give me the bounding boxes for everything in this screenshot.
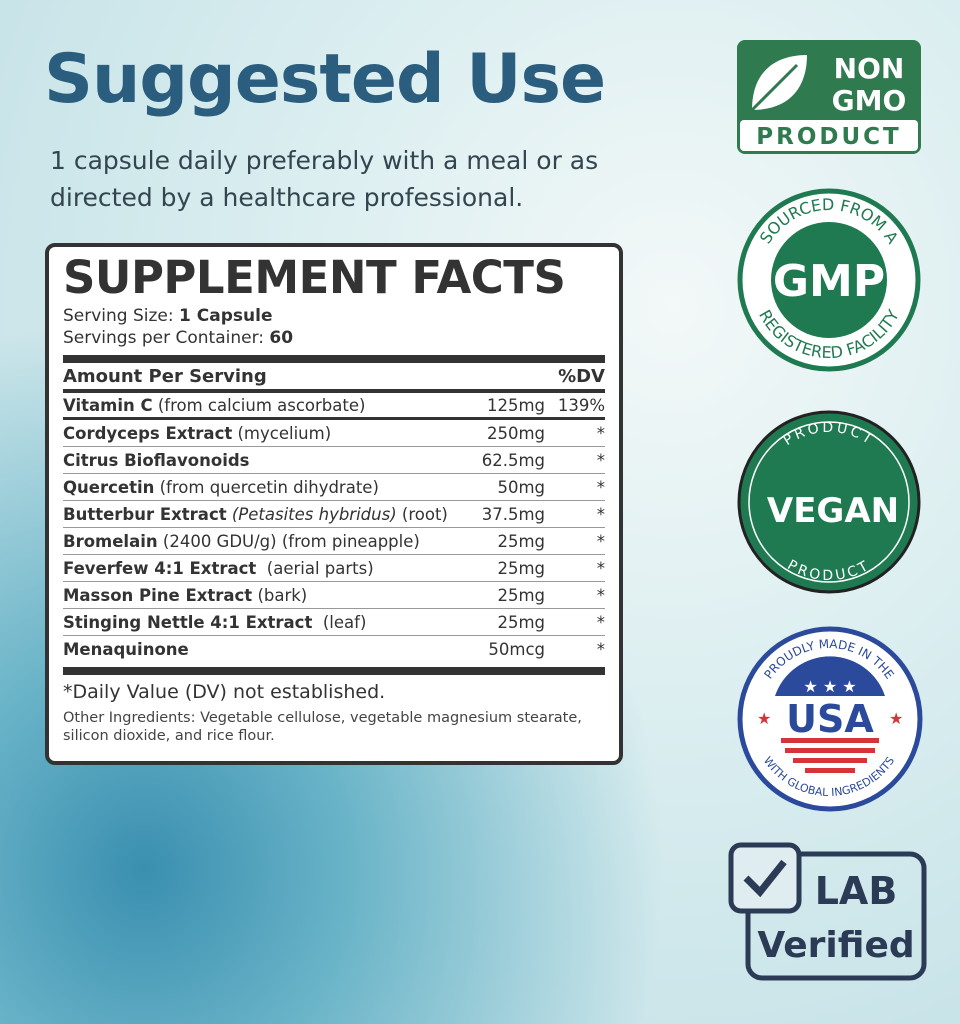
ingredient-detail: (root) [396,504,448,524]
ingredient: Citrus Bioflavonoids [63,451,465,470]
lab-line1: LAB [815,869,898,913]
facts-row: Butterbur Extract (Petasites hybridus) (… [63,501,605,528]
daily-value: * [596,477,605,497]
ingredient-latin: (Petasites hybridus) [226,504,397,524]
facts-row: Quercetin (from quercetin dihydrate) 50mg… [63,474,605,501]
other-ingredients: Other Ingredients: Vegetable cellulose, … [63,710,582,744]
ingredient: Cordyceps Extract (mycelium) [63,424,465,443]
ingredient-name: Bromelain [63,531,158,551]
facts-row: Vitamin C (from calcium ascorbate) 125mg 1… [63,393,605,420]
servings-per-container: Servings per Container: 60 [63,327,605,349]
lab-verified-badge: LAB Verified [728,842,927,981]
made-in-usa-badge: ★ ★ ★ ★ ★ PROUDLY MADE IN THE WITH GLOBAL… [737,626,923,812]
divider [63,667,605,675]
ingredient: Vitamin C (from calcium ascorbate) [63,396,465,415]
serving-size: Serving Size: 1 Capsule [63,305,605,327]
ingredient-name: Cordyceps Extract [63,423,233,443]
leaf-icon [750,55,807,112]
ingredient-name: Butterbur Extract [63,504,227,524]
ingredient-name: Feverfew 4:1 Extract [63,558,257,578]
checkmark-icon [743,859,787,898]
amount: 250mg [486,423,545,443]
daily-value: * [596,640,605,659]
daily-value: 139% [557,395,605,415]
facts-row: Feverfew 4:1 Extract (aerial parts) 25mg * [63,555,605,582]
ingredient-detail: (leaf) [312,612,367,632]
ingredient-name: Masson Pine Extract [63,585,253,605]
facts-row: Citrus Bioflavonoids 62.5mg * [63,447,605,474]
star-icon: ★ [889,709,903,728]
lab-line2: Verified [757,925,914,966]
vegan-badge: PRODUCT PRODUCT VEGAN [737,410,921,594]
ingredient-name: Vitamin C [63,395,153,415]
vegan-center: VEGAN [767,491,899,531]
amount: 50mg [497,477,545,497]
ingredient: Bromelain (2400 GDU/g) (from pineapple) [63,532,465,551]
facts-row: Stinging Nettle 4:1 Extract (leaf) 25mg * [63,609,605,636]
divider [63,355,605,363]
amount: 125mg [486,395,545,415]
amount: 25mg [497,531,545,551]
amount: 37.5mg [481,504,545,524]
nongmo-line2: GMO [832,84,907,117]
non-gmo-badge: NON GMO PRODUCT [737,40,921,154]
facts-row: Bromelain (2400 GDU/g) (from pineapple) 2… [63,528,605,555]
star-icon: ★ [757,709,771,728]
servings-label: Servings per Container: [63,328,264,348]
ingredient: Menaquinone [63,640,465,659]
facts-header: Amount Per Serving %DV [63,363,605,393]
page-title: Suggested Use [44,40,606,119]
servings-value: 60 [269,328,294,348]
facts-row: Masson Pine Extract (bark) 25mg * [63,582,605,609]
amount: 25mg [497,558,545,578]
usa-center: USA [786,697,874,741]
ingredient-detail: (bark) [252,585,308,605]
gmp-center: GMP [773,256,885,307]
ingredient: Stinging Nettle 4:1 Extract (leaf) [63,613,465,632]
ingredient: Butterbur Extract (Petasites hybridus) (… [63,505,465,524]
amount: 62.5mg [481,450,545,470]
ingredient-name: Menaquinone [63,640,189,659]
daily-value: * [596,612,605,632]
ingredient-detail: (from quercetin dihydrate) [154,477,379,497]
star-icons: ★ ★ ★ [803,677,856,696]
amount: 50mcg [488,640,545,659]
gmp-badge: SOURCED FROM A REGISTERED FACILITY GMP [737,188,921,372]
ingredient-detail: (2400 GDU/g) (from pineapple) [157,531,420,551]
daily-value: * [596,585,605,605]
ingredient-name: Citrus Bioflavonoids [63,450,250,470]
dv-header: %DV [558,365,605,387]
supplement-facts-panel: SUPPLEMENT FACTS Serving Size: 1 Capsule… [45,243,623,765]
serving-size-label: Serving Size: [63,306,174,326]
nongmo-line3: PRODUCT [756,124,901,150]
ingredient: Quercetin (from quercetin dihydrate) [63,478,465,497]
ingredient-name: Stinging Nettle 4:1 Extract [63,612,313,632]
daily-value: * [596,558,605,578]
ingredient-name: Quercetin [63,477,155,497]
ingredient-detail: (from calcium ascorbate) [152,395,366,415]
ingredient: Masson Pine Extract (bark) [63,586,465,605]
directions-line-2: directed by a healthcare professional. [50,183,524,212]
ingredient-detail: (aerial parts) [256,558,374,578]
facts-row: Cordyceps Extract (mycelium) 250mg * [63,420,605,447]
nongmo-line1: NON [834,52,905,85]
daily-value: * [596,423,605,443]
serving-size-value: 1 Capsule [179,306,273,326]
facts-row: Menaquinone 50mcg * [63,636,605,663]
directions-line-1: 1 capsule daily preferably with a meal o… [50,146,599,175]
amount: 25mg [497,585,545,605]
facts-title: SUPPLEMENT FACTS [63,251,566,304]
daily-value: * [596,531,605,551]
ingredient: Feverfew 4:1 Extract (aerial parts) [63,559,465,578]
amount-header: Amount Per Serving [63,365,267,387]
footnote: *Daily Value (DV) not established. [63,681,386,703]
amount: 25mg [497,612,545,632]
daily-value: * [596,450,605,470]
daily-value: * [596,504,605,524]
ingredient-detail: (mycelium) [232,423,332,443]
